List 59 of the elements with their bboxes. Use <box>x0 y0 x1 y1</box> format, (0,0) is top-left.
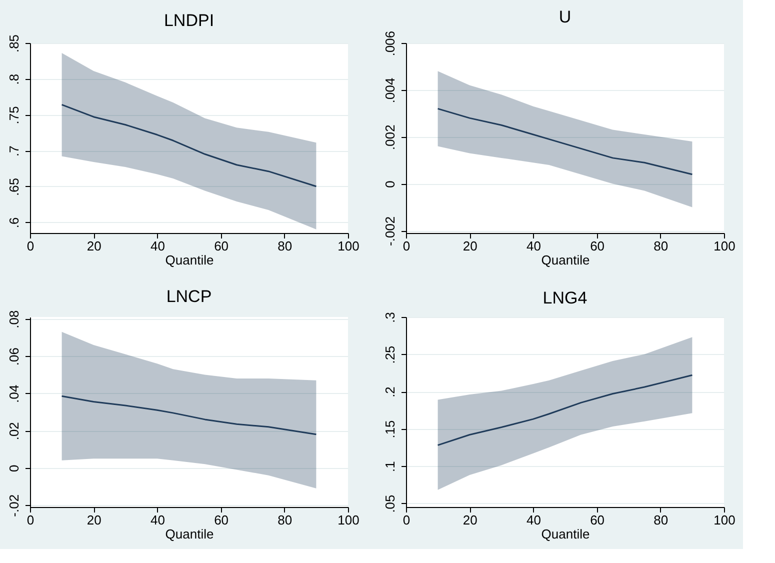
x-tick-label: 40 <box>150 512 165 528</box>
y-tick-label: .06 <box>6 348 22 366</box>
line-series <box>437 108 693 176</box>
x-tick-label: 0 <box>26 512 34 528</box>
x-tick-label: 0 <box>402 512 410 528</box>
y-tick-label: 0 <box>382 180 398 188</box>
chart-title: LNG4 <box>542 288 588 308</box>
line-series <box>61 395 317 436</box>
x-tick-label: 0 <box>402 238 410 254</box>
y-tick-label: .08 <box>6 310 22 328</box>
x-tick-label: 80 <box>278 238 292 254</box>
x-tick-label: 100 <box>714 512 736 528</box>
y-tick-label: .75 <box>6 106 22 124</box>
y-tick-label: -.02 <box>6 494 22 517</box>
chart-title: LNCP <box>166 286 212 306</box>
y-tick-label: .04 <box>6 384 22 403</box>
x-tick-label: 100 <box>338 512 360 528</box>
x-axis-title: Quantile <box>541 252 590 268</box>
y-tick-label: .02 <box>6 422 22 440</box>
x-tick-label: 60 <box>214 512 229 528</box>
line-series <box>437 374 693 446</box>
x-tick-label: 100 <box>338 238 360 254</box>
y-tick-label: .8 <box>6 74 22 85</box>
y-tick-label: -.002 <box>382 216 398 246</box>
line-series <box>61 104 317 188</box>
y-tick-label: .05 <box>382 494 398 513</box>
y-tick-label: .006 <box>382 30 398 56</box>
chart-title: U <box>558 7 572 26</box>
y-tick-label: .2 <box>382 386 398 398</box>
x-tick-label: 60 <box>590 238 605 254</box>
y-tick-label: .002 <box>382 124 398 150</box>
y-tick-label: .85 <box>6 34 22 53</box>
y-tick-label: .6 <box>6 217 22 228</box>
x-axis-title: Quantile <box>165 526 214 542</box>
x-tick-label: 80 <box>278 512 292 528</box>
x-tick-label: 60 <box>590 512 605 528</box>
x-tick-label: 20 <box>462 512 478 528</box>
x-tick-label: 20 <box>86 512 102 528</box>
y-tick-label: .25 <box>382 346 398 364</box>
x-tick-label: 0 <box>26 238 34 254</box>
chart-title: LNDPI <box>164 10 214 30</box>
x-tick-label: 20 <box>462 238 478 254</box>
y-tick-label: 0 <box>6 464 22 472</box>
x-tick-label: 80 <box>654 238 668 254</box>
x-tick-label: 80 <box>654 512 668 528</box>
x-tick-label: 40 <box>150 238 165 254</box>
x-tick-label: 40 <box>526 512 541 528</box>
x-axis-title: Quantile <box>541 526 590 542</box>
y-tick-label: .004 <box>382 78 398 104</box>
y-tick-label: .65 <box>6 178 22 196</box>
x-tick-label: 20 <box>86 238 102 254</box>
y-tick-label: .3 <box>382 312 398 323</box>
y-tick-label: .7 <box>6 146 22 156</box>
x-axis-title: Quantile <box>165 252 214 268</box>
y-tick-label: .1 <box>382 461 398 472</box>
y-tick-label: .15 <box>382 420 398 438</box>
x-tick-label: 40 <box>526 238 541 254</box>
x-tick-label: 100 <box>714 238 736 254</box>
x-tick-label: 60 <box>214 238 229 254</box>
